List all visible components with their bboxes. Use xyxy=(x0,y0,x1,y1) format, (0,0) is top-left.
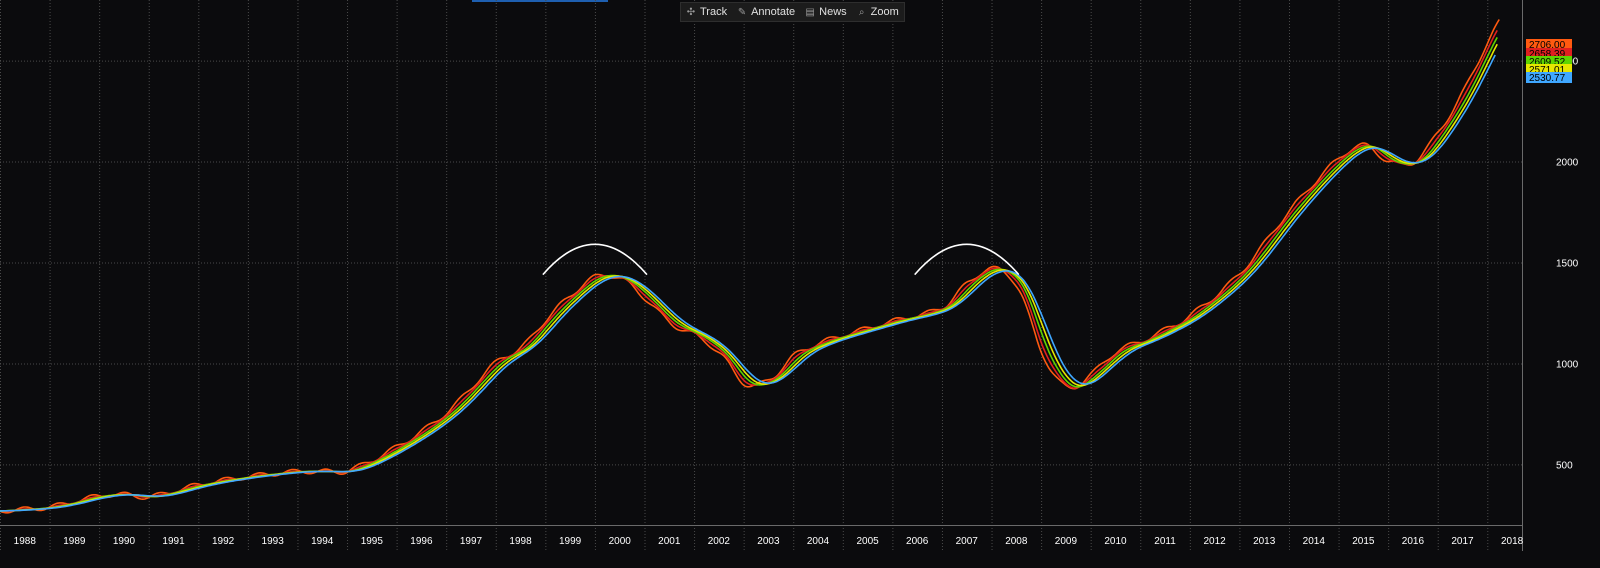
x-tick-label: 1999 xyxy=(559,536,582,547)
x-tick-label: 2001 xyxy=(658,536,681,547)
x-tick-label: 2003 xyxy=(757,536,780,547)
x-tick-label: 1998 xyxy=(509,536,532,547)
x-tick-label: 1997 xyxy=(460,536,483,547)
last-value-label: 2706.00 xyxy=(1529,40,1566,51)
last-value-label: 2658.39 xyxy=(1529,49,1566,60)
last-value-label: 2530.77 xyxy=(1529,73,1566,84)
last-value-tag xyxy=(1526,72,1572,83)
y-tick-label: 500 xyxy=(1556,460,1573,471)
x-tick-label: 2006 xyxy=(906,536,929,547)
news-button[interactable]: ▤ News xyxy=(800,3,852,21)
news-label: News xyxy=(819,6,847,18)
last-value-tag xyxy=(1526,64,1572,75)
x-tick-label: 2011 xyxy=(1154,536,1176,547)
x-tick-label: 1996 xyxy=(410,536,433,547)
magnifier-icon: ⌕ xyxy=(858,6,865,18)
y-tick-label: 1000 xyxy=(1556,359,1579,370)
series-line xyxy=(0,54,1496,512)
x-tick-label: 1994 xyxy=(311,536,334,547)
crosshair-icon: ✣ xyxy=(686,6,696,18)
x-tick-label: 1989 xyxy=(63,536,86,547)
last-value-tag xyxy=(1526,39,1572,50)
x-tick-label: 2017 xyxy=(1451,536,1474,547)
annotate-button[interactable]: ✎ Annotate xyxy=(732,3,800,21)
zoom-button[interactable]: ⌕ Zoom xyxy=(852,3,904,21)
last-value-label: 2571.01 xyxy=(1529,65,1566,76)
x-tick-label: 2014 xyxy=(1303,536,1326,547)
last-value-tag xyxy=(1526,48,1572,59)
x-tick-label: 2018 xyxy=(1501,536,1524,547)
x-tick-label: 2000 xyxy=(609,536,632,547)
zoom-label: Zoom xyxy=(870,6,899,18)
x-tick-label: 2009 xyxy=(1055,536,1078,547)
x-tick-label: 1988 xyxy=(14,536,37,547)
top-accent-bar xyxy=(472,0,608,2)
y-tick-label: 1500 xyxy=(1556,259,1579,270)
x-tick-label: 1993 xyxy=(262,536,285,547)
x-tick-label: 2007 xyxy=(956,536,979,547)
annotate-label: Annotate xyxy=(751,6,796,18)
x-tick-label: 2015 xyxy=(1352,536,1375,547)
pencil-icon: ✎ xyxy=(737,6,747,18)
last-value-label: 2609.52 xyxy=(1529,57,1566,68)
last-value-tag xyxy=(1526,56,1572,67)
x-tick-label: 2004 xyxy=(807,536,830,547)
x-tick-label: 2016 xyxy=(1402,536,1425,547)
x-tick-label: 2008 xyxy=(1005,536,1028,547)
track-label: Track xyxy=(700,6,728,18)
x-tick-label: 2002 xyxy=(708,536,731,547)
x-tick-label: 1995 xyxy=(361,536,384,547)
y-tick-label: 2000 xyxy=(1556,158,1579,169)
annotation-arc xyxy=(542,243,648,276)
x-tick-label: 2013 xyxy=(1253,536,1276,547)
track-button[interactable]: ✣ Track xyxy=(681,3,732,21)
x-tick-label: 1992 xyxy=(212,536,235,547)
x-tick-label: 1991 xyxy=(162,536,185,547)
x-tick-label: 2010 xyxy=(1104,536,1127,547)
x-tick-label: 2012 xyxy=(1204,536,1227,547)
chart-toolbar: ✣ Track ✎ Annotate ▤ News ⌕ Zoom xyxy=(680,2,905,22)
news-icon: ▤ xyxy=(805,6,815,18)
annotation-arc xyxy=(914,243,1020,276)
x-tick-label: 2005 xyxy=(856,536,879,547)
x-tick-label: 1990 xyxy=(113,536,136,547)
